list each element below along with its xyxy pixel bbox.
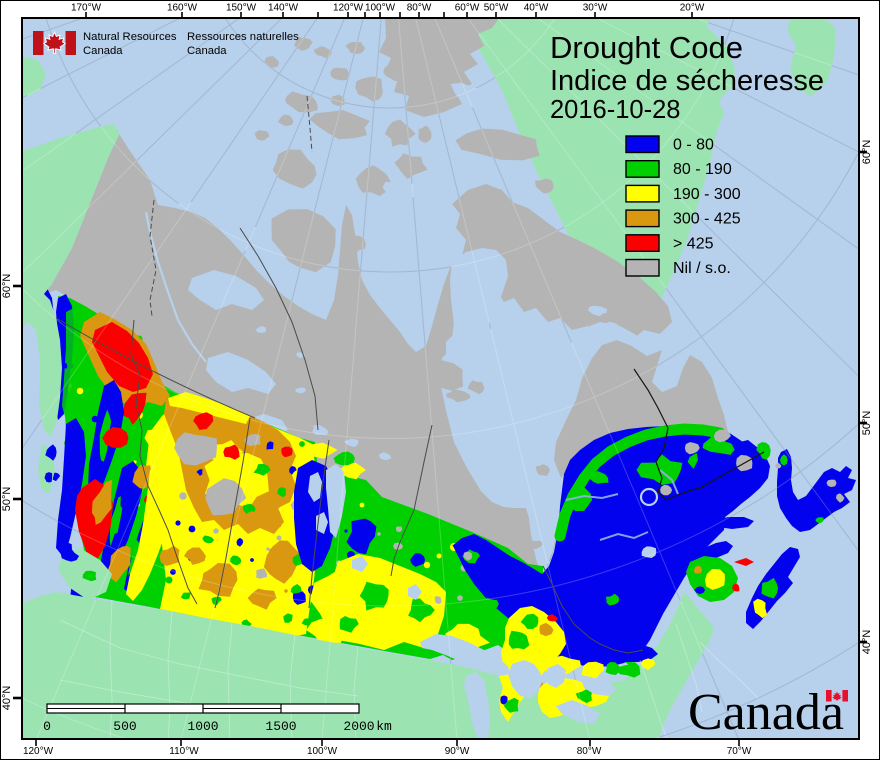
svg-text:60°N: 60°N <box>1 274 13 299</box>
svg-text:60°N: 60°N <box>861 140 873 165</box>
svg-text:Ressources naturelles: Ressources naturelles <box>187 31 299 43</box>
svg-text:Nil / s.o.: Nil / s.o. <box>673 260 731 277</box>
svg-text:120°W: 120°W <box>333 3 364 14</box>
svg-text:Canada: Canada <box>83 45 123 57</box>
svg-text:km: km <box>376 719 392 734</box>
svg-text:110°W: 110°W <box>169 746 199 757</box>
svg-text:40°W: 40°W <box>524 3 549 14</box>
svg-text:80 - 190: 80 - 190 <box>673 161 732 178</box>
svg-text:0 - 80: 0 - 80 <box>673 137 714 154</box>
svg-text:170°W: 170°W <box>71 3 102 14</box>
svg-text:Indice de sécheresse: Indice de sécheresse <box>550 65 824 97</box>
svg-text:50°W: 50°W <box>484 3 509 14</box>
svg-text:40°N: 40°N <box>1 686 13 711</box>
svg-text:30°W: 30°W <box>583 3 608 14</box>
svg-text:100°W: 100°W <box>365 3 396 14</box>
svg-text:300 - 425: 300 - 425 <box>673 211 741 228</box>
svg-text:190 - 300: 190 - 300 <box>673 186 741 203</box>
svg-text:60°W: 60°W <box>455 3 480 14</box>
svg-text:2000: 2000 <box>343 719 374 734</box>
svg-text:1500: 1500 <box>265 719 296 734</box>
svg-text:40°N: 40°N <box>861 630 873 655</box>
svg-text:80°W: 80°W <box>577 746 602 757</box>
svg-text:Canada: Canada <box>187 45 227 57</box>
svg-text:50°N: 50°N <box>1 487 13 512</box>
svg-text:160°W: 160°W <box>167 3 198 14</box>
svg-text:120°W: 120°W <box>23 746 54 757</box>
svg-text:150°W: 150°W <box>226 3 257 14</box>
svg-text:500: 500 <box>113 719 136 734</box>
svg-text:100°W: 100°W <box>307 746 338 757</box>
svg-text:70°W: 70°W <box>727 746 752 757</box>
svg-text:Natural Resources: Natural Resources <box>83 31 177 43</box>
svg-text:140°W: 140°W <box>268 3 299 14</box>
svg-text:> 425: > 425 <box>673 235 714 252</box>
svg-text:Canada: Canada <box>688 684 844 741</box>
svg-text:2016-10-28: 2016-10-28 <box>550 96 680 124</box>
svg-text:90°W: 90°W <box>445 746 470 757</box>
svg-text:Drought Code: Drought Code <box>550 30 743 65</box>
svg-text:1000: 1000 <box>187 719 218 734</box>
svg-text:80°W: 80°W <box>407 3 432 14</box>
svg-text:50°N: 50°N <box>861 411 873 436</box>
svg-text:0: 0 <box>43 719 51 734</box>
svg-text:20°W: 20°W <box>680 3 705 14</box>
